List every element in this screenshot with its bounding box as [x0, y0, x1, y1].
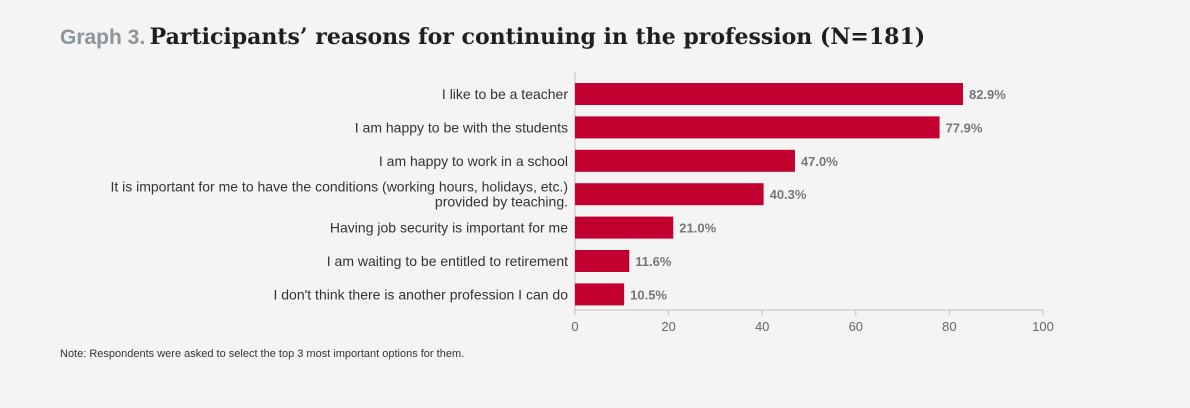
category-label: I am happy to work in a school — [379, 153, 568, 169]
x-tick-label: 20 — [661, 319, 675, 334]
data-label: 77.9% — [946, 120, 983, 135]
x-tick-label: 100 — [1032, 319, 1054, 334]
x-tick-label: 40 — [755, 319, 769, 334]
x-tick-label: 80 — [942, 319, 956, 334]
data-label: 40.3% — [770, 187, 807, 202]
category-label: It is important for me to have the condi… — [110, 179, 568, 195]
title-prefix: Graph 3. — [60, 26, 146, 49]
chart-note: Note: Respondents were asked to select t… — [60, 348, 465, 360]
category-label: provided by teaching. — [435, 194, 568, 210]
data-label: 47.0% — [801, 154, 838, 169]
category-label: I am waiting to be entitled to retiremen… — [327, 253, 568, 269]
bar — [575, 83, 963, 105]
category-label: Having job security is important for me — [330, 220, 568, 236]
data-label: 11.6% — [635, 254, 672, 269]
bar — [575, 283, 625, 306]
title-main: Participants’ reasons for continuing in … — [149, 24, 926, 50]
data-label: 82.9% — [969, 87, 1006, 102]
category-label: I like to be a teacher — [442, 86, 568, 102]
bar — [575, 250, 630, 272]
category-label: I don't think there is another professio… — [273, 286, 568, 302]
category-label: I am happy to be with the students — [355, 119, 568, 135]
bar — [575, 183, 764, 206]
bar — [575, 149, 795, 172]
bar — [575, 216, 674, 239]
data-label: 10.5% — [630, 287, 667, 302]
bar — [575, 116, 940, 139]
x-tick-label: 60 — [849, 319, 863, 334]
data-label: 21.0% — [679, 221, 716, 236]
chart-title: Graph 3. Participants’ reasons for conti… — [60, 24, 925, 50]
x-tick-label: 0 — [571, 319, 578, 334]
